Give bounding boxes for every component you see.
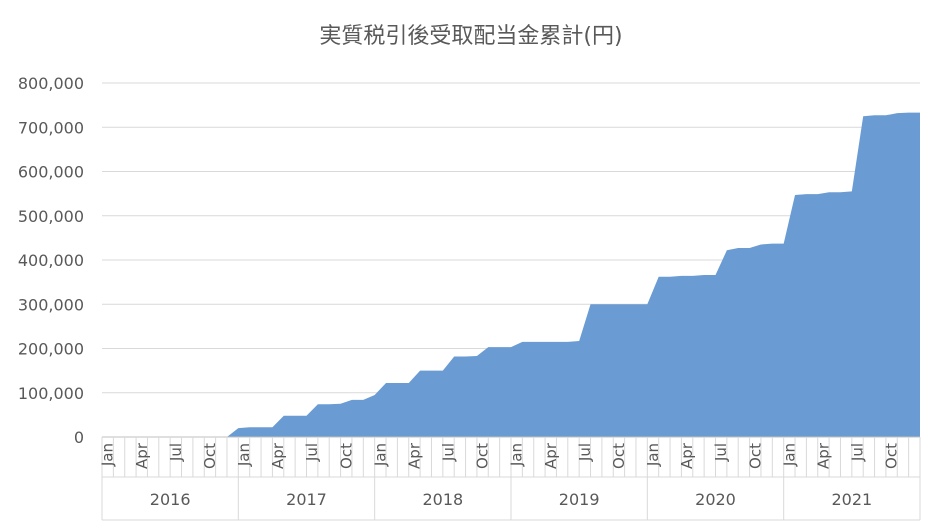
y-tick-label: 600,000	[18, 163, 84, 182]
month-tick-label: Jan	[99, 443, 117, 467]
year-label: 2018	[422, 490, 463, 509]
year-label: 2016	[150, 490, 191, 509]
y-tick-label: 700,000	[18, 118, 84, 137]
y-tick-label: 100,000	[18, 384, 84, 403]
year-label: 2021	[831, 490, 872, 509]
month-tick-label: Oct	[883, 443, 901, 469]
month-tick-label: Jul	[303, 443, 321, 462]
month-tick-label: Jul	[576, 443, 594, 462]
month-tick-label: Apr	[133, 442, 151, 469]
plot-area	[102, 112, 920, 438]
month-tick-label: Oct	[746, 443, 764, 469]
tick-labels: 0 100,000 200,000 300,000 400,000 500,000 600,…	[18, 74, 901, 509]
month-tick-label: Oct	[201, 443, 219, 469]
y-tick-label: 300,000	[18, 295, 84, 314]
month-tick-label: Apr	[269, 442, 287, 469]
month-tick-label: Jan	[508, 443, 526, 467]
year-label: 2017	[286, 490, 327, 509]
month-tick-label: Apr	[542, 442, 560, 469]
month-tick-label: Apr	[405, 442, 423, 469]
month-tick-label: Jan	[371, 443, 389, 467]
chart-title: 実質税引後受取配当金累計(円)	[319, 24, 623, 49]
month-tick-label: Oct	[337, 443, 355, 469]
month-tick-label: Jul	[849, 443, 867, 462]
year-label: 2020	[695, 490, 736, 509]
year-label: 2019	[559, 490, 600, 509]
month-tick-label: Jul	[440, 443, 458, 462]
series-area	[102, 112, 920, 438]
month-tick-label: Jul	[712, 443, 730, 462]
month-tick-label: Jul	[167, 443, 185, 462]
y-tick-label: 0	[74, 428, 84, 447]
month-tick-label: Apr	[678, 442, 696, 469]
y-tick-label: 500,000	[18, 207, 84, 226]
axes	[101, 436, 921, 521]
month-tick-label: Jan	[780, 443, 798, 467]
y-tick-label: 400,000	[18, 251, 84, 270]
month-tick-label: Apr	[814, 442, 832, 469]
y-tick-label: 800,000	[18, 74, 84, 93]
month-tick-label: Jan	[644, 443, 662, 467]
month-tick-label: Jan	[235, 443, 253, 467]
month-tick-label: Oct	[610, 443, 628, 469]
y-tick-label: 200,000	[18, 340, 84, 359]
month-tick-label: Oct	[474, 443, 492, 469]
